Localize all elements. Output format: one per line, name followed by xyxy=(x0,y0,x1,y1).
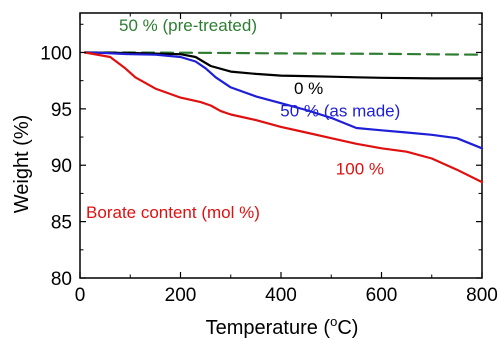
x-axis-title: Temperature (oC) xyxy=(206,314,359,339)
y-tick-label: 85 xyxy=(51,213,72,234)
y-tick-label: 100 xyxy=(40,43,72,64)
series-line-zero xyxy=(83,51,484,80)
x-tick-label: 800 xyxy=(466,285,498,306)
x-tick-label: 200 xyxy=(165,285,197,306)
annotation-pretreated: 50 % (pre-treated) xyxy=(119,16,257,35)
x-tick-label: 600 xyxy=(366,285,398,306)
annotation-zero: 0 % xyxy=(294,79,323,98)
x-tick-label: 400 xyxy=(265,285,297,306)
x-tick-label: 0 xyxy=(75,285,86,306)
x-axis-ticks: 0 200 400 600 800 xyxy=(75,13,498,306)
y-tick-label: 95 xyxy=(51,100,72,121)
y-tick-label: 90 xyxy=(51,156,72,177)
x-axis-title-unit: C) xyxy=(337,317,358,339)
series-lines xyxy=(83,51,484,184)
x-axis-title-main: Temperature ( xyxy=(206,317,331,339)
annotation-hundred: 100 % xyxy=(336,159,384,178)
x-axis-title-sup: o xyxy=(330,314,337,329)
y-axis-ticks: 80 85 90 95 100 xyxy=(40,23,482,290)
series-line-hundred xyxy=(83,51,484,184)
series-line-as_made xyxy=(83,51,484,150)
annotations: 50 % (pre-treated) 0 % 50 % (as made) 100 %… xyxy=(86,16,400,222)
annotation-as_made: 50 % (as made) xyxy=(280,102,400,121)
y-axis-title: Weight (%) xyxy=(11,115,33,214)
y-tick-label: 80 xyxy=(51,269,72,290)
annotation-borate: Borate content (mol %) xyxy=(86,203,260,222)
